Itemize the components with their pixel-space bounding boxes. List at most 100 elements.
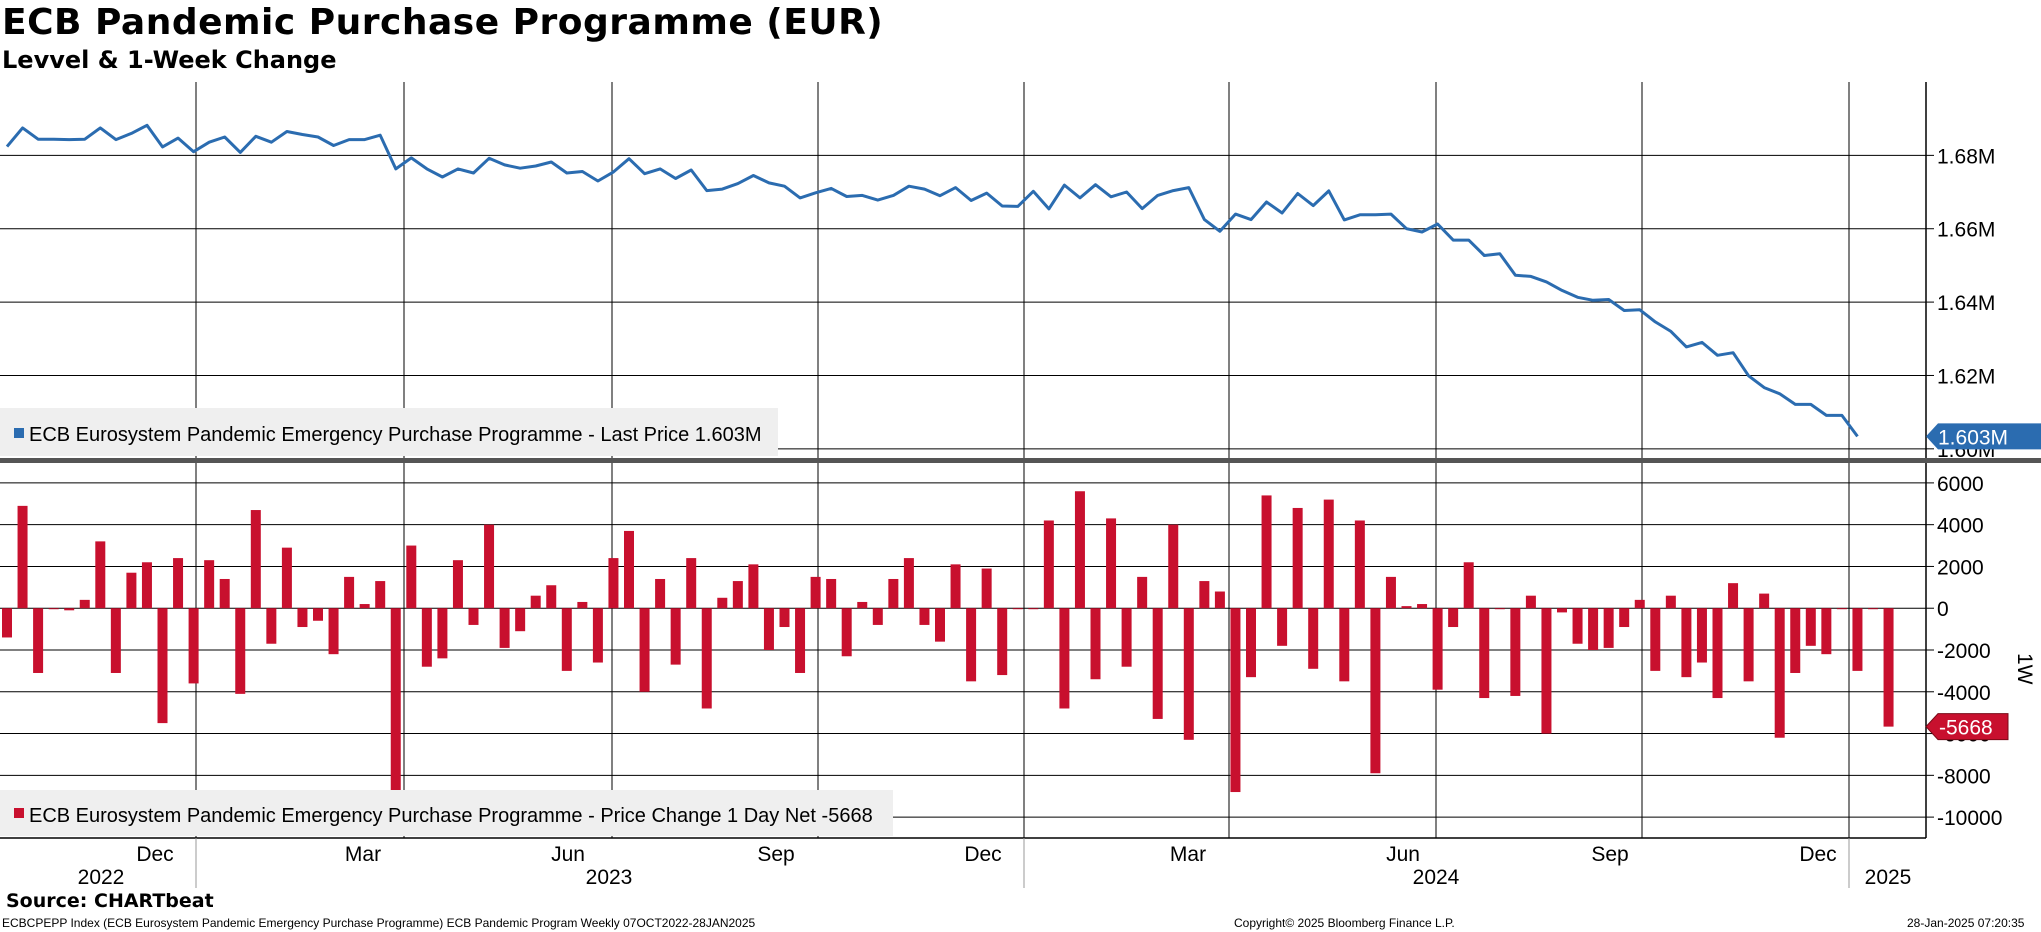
footer-timestamp: 28-Jan-2025 07:20:35 xyxy=(1907,916,2025,930)
change-bar xyxy=(950,564,961,609)
x-tick-label: Mar xyxy=(1170,843,1206,866)
change-bar xyxy=(670,608,681,665)
x-tick-label: Sep xyxy=(1591,843,1628,866)
change-bar xyxy=(561,608,572,671)
legend-box xyxy=(0,408,778,456)
change-bar xyxy=(126,572,137,609)
y-tick-label: 2000 xyxy=(1937,556,1984,579)
x-year-label: 2024 xyxy=(1413,866,1460,889)
change-bar xyxy=(188,608,199,684)
change-bar xyxy=(1836,608,1847,610)
change-bar xyxy=(1121,608,1132,667)
change-bar xyxy=(48,608,59,610)
change-bar xyxy=(1634,599,1645,609)
change-bar xyxy=(1432,608,1443,690)
last-change-label: -5668 xyxy=(1939,717,1993,740)
change-bar xyxy=(1043,520,1054,609)
x-tick-label: Jun xyxy=(1386,843,1420,866)
change-bar xyxy=(313,608,323,621)
change-bar xyxy=(701,608,712,709)
change-bar xyxy=(1883,608,1894,727)
change-bars xyxy=(2,491,1894,797)
change-bar xyxy=(1090,608,1101,680)
change-bar xyxy=(1572,608,1583,644)
change-bar xyxy=(1354,520,1365,609)
change-bar xyxy=(1448,608,1459,628)
legend-box xyxy=(0,790,893,836)
change-bar xyxy=(173,558,184,609)
change-bar xyxy=(966,608,977,682)
change-bar xyxy=(1494,608,1505,610)
x-year-label: 2025 xyxy=(1865,866,1912,889)
change-bar xyxy=(1728,583,1739,609)
change-bar xyxy=(686,558,697,609)
change-bar xyxy=(577,601,588,609)
change-bar xyxy=(530,595,541,609)
footer-copyright: Copyright© 2025 Bloomberg Finance L.P. xyxy=(1234,916,1455,930)
change-bar xyxy=(1619,608,1630,628)
change-bar xyxy=(515,608,526,632)
change-bar xyxy=(297,608,308,628)
chart-title: ECB Pandemic Purchase Programme (EUR) xyxy=(2,2,884,43)
legend-swatch xyxy=(14,808,24,818)
last-value-markers: 1.603M -5668 xyxy=(1925,423,2041,741)
y-tick-label: 6000 xyxy=(1937,473,1984,496)
change-bar xyxy=(1774,608,1785,738)
change-bar xyxy=(997,608,1008,676)
change-bar xyxy=(1385,576,1396,609)
change-bar xyxy=(1012,608,1023,610)
change-bar xyxy=(281,547,292,609)
chart-subtitle: Levvel & 1-Week Change xyxy=(2,46,337,74)
change-bar xyxy=(919,608,930,625)
change-bar xyxy=(857,601,868,609)
y-tick-label: 1.64M xyxy=(1937,292,1995,315)
level-line xyxy=(5,123,1859,438)
last-price-label: 1.603M xyxy=(1938,426,2008,449)
change-bar xyxy=(95,541,106,609)
change-bar xyxy=(79,599,90,609)
change-bar xyxy=(1665,595,1676,609)
last-price-marker xyxy=(1926,423,2041,450)
change-bar xyxy=(1696,608,1707,663)
y-tick-label: -4000 xyxy=(1937,682,1991,705)
change-bar xyxy=(717,597,728,609)
legend-label: ECB Eurosystem Pandemic Emergency Purcha… xyxy=(29,424,762,446)
chart-source: Source: CHARTbeat xyxy=(6,890,214,912)
change-bar xyxy=(655,578,666,609)
change-bar xyxy=(810,576,821,609)
change-bar xyxy=(1805,608,1816,646)
change-bar xyxy=(484,524,495,609)
change-bar xyxy=(779,608,790,628)
x-tick-label: Dec xyxy=(1799,843,1836,866)
change-bar xyxy=(1541,608,1552,734)
change-bar xyxy=(1230,608,1241,793)
change-bar xyxy=(1323,499,1334,609)
x-year-label: 2023 xyxy=(586,866,633,889)
change-bar xyxy=(1603,608,1614,648)
change-bar xyxy=(1743,608,1754,682)
footer-security-info: ECBCPEPP Index (ECB Eurosystem Pandemic … xyxy=(2,916,756,930)
change-bar xyxy=(1417,604,1428,609)
y-tick-label: 1.68M xyxy=(1937,145,1995,168)
change-bar xyxy=(437,608,448,659)
change-bar xyxy=(1106,518,1117,609)
change-bar xyxy=(1759,593,1770,609)
change-bar xyxy=(1712,608,1723,699)
change-bar xyxy=(1168,524,1179,609)
legend-label: ECB Eurosystem Pandemic Emergency Purcha… xyxy=(29,805,873,827)
change-bar xyxy=(328,608,339,655)
change-bar xyxy=(1650,608,1661,671)
change-bar xyxy=(1868,608,1878,610)
change-bar xyxy=(141,562,152,609)
change-bar xyxy=(344,576,355,609)
change-bar xyxy=(1308,608,1319,669)
change-bar xyxy=(1588,608,1599,650)
change-bar xyxy=(2,608,12,638)
change-bar xyxy=(1152,608,1163,719)
x-tick-label: Dec xyxy=(964,843,1001,866)
change-bar xyxy=(981,568,992,609)
change-bar xyxy=(1852,608,1863,671)
change-bar xyxy=(748,564,759,609)
change-bar xyxy=(1292,507,1303,609)
